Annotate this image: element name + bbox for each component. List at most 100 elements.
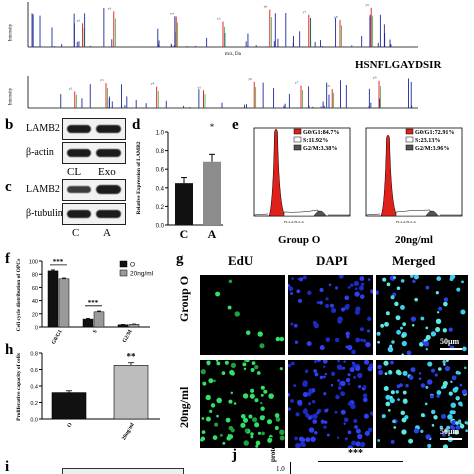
nucleus xyxy=(288,407,292,411)
nucleus xyxy=(367,427,373,433)
micro-edu-group-o xyxy=(200,275,285,355)
legend-label-g2m: G2/M:3.96% xyxy=(415,145,450,152)
nucleus xyxy=(330,371,336,376)
nucleus xyxy=(392,419,396,424)
nucleus xyxy=(425,434,431,440)
nucleus xyxy=(464,366,467,370)
nucleus xyxy=(385,311,390,316)
micro-dapi-20ng xyxy=(288,360,373,448)
nucleus xyxy=(312,413,318,419)
nucleus xyxy=(329,303,334,308)
nucleus xyxy=(424,402,428,406)
nucleus xyxy=(250,432,254,436)
micro-merged-group-o xyxy=(376,275,468,355)
nucleus xyxy=(242,417,249,423)
nucleus xyxy=(358,285,364,291)
nucleus xyxy=(442,433,446,437)
nucleus xyxy=(413,275,420,280)
band xyxy=(67,125,91,133)
nucleus xyxy=(312,419,318,424)
nucleus xyxy=(337,360,340,363)
nucleus xyxy=(431,424,435,427)
nucleus xyxy=(449,425,455,430)
nucleus xyxy=(460,309,466,315)
ms-spectrum-top: y2 y3 y4 y5 y6 y7 y8 y9 xyxy=(27,2,418,48)
y-tick-label: 0 xyxy=(35,326,38,332)
nucleus xyxy=(224,360,229,365)
nucleus xyxy=(298,298,303,303)
nucleus xyxy=(402,370,408,376)
band xyxy=(67,210,91,218)
nucleus xyxy=(319,300,323,305)
legend-swatch xyxy=(119,269,128,277)
band xyxy=(67,149,91,157)
nucleus xyxy=(288,363,292,368)
nucleus xyxy=(402,390,407,395)
nucleus xyxy=(456,287,461,292)
nucleus xyxy=(311,400,316,404)
nucleus xyxy=(443,297,449,302)
ms-peak-label: y4 xyxy=(170,11,174,15)
nucleus xyxy=(297,277,300,281)
nucleus xyxy=(439,425,443,429)
nucleus xyxy=(335,286,339,290)
nucleus xyxy=(364,430,370,436)
nucleus xyxy=(367,329,371,333)
ms-peak-label: y8 xyxy=(334,15,338,19)
nucleus xyxy=(345,303,350,309)
western-c-lane2: A xyxy=(103,227,111,239)
x-tick-label: 20ng/ml xyxy=(121,422,136,442)
nucleus xyxy=(288,392,291,397)
nucleus xyxy=(304,369,309,373)
nucleus xyxy=(425,285,430,290)
nucleus xyxy=(442,444,449,448)
nucleus xyxy=(376,331,381,336)
western-c-row1-label: LAMB2 xyxy=(26,184,60,195)
nucleus xyxy=(387,409,391,412)
nucleus xyxy=(347,401,352,406)
nucleus xyxy=(427,443,432,448)
flow-frame xyxy=(253,127,351,217)
bar-20ng/ml xyxy=(113,365,149,420)
nucleus xyxy=(435,327,441,333)
nucleus xyxy=(230,391,234,395)
nucleus xyxy=(354,287,358,290)
nucleus xyxy=(226,435,232,441)
nucleus xyxy=(459,424,465,429)
nucleus xyxy=(442,328,448,333)
chart-f-cell-cycle: 0 20 40 60 80 100 Cell cycle distribution of O… xyxy=(16,258,154,346)
nucleus xyxy=(319,375,324,380)
nucleus xyxy=(314,431,318,435)
nucleus xyxy=(377,364,382,370)
western-b-row2 xyxy=(62,142,126,164)
nucleus xyxy=(326,433,330,437)
nucleus xyxy=(412,279,416,284)
nucleus xyxy=(279,336,285,342)
western-b-row2-label: β-actin xyxy=(26,147,54,158)
nucleus xyxy=(260,385,265,390)
nucleus xyxy=(436,311,440,314)
nucleus xyxy=(305,437,311,443)
nucleus xyxy=(354,291,360,297)
nucleus xyxy=(216,397,222,404)
x-tick-label: S xyxy=(92,329,99,335)
flow-frame xyxy=(365,127,463,217)
nucleus xyxy=(357,433,363,440)
nucleus xyxy=(363,360,370,365)
nucleus xyxy=(363,385,367,389)
nucleus xyxy=(448,391,453,396)
chart-h-proliferation: 0.0 0.2 0.4 0.6 0.8 Proliferative capacity of… xyxy=(16,351,160,442)
nucleus xyxy=(202,381,207,386)
nucleus xyxy=(299,441,306,447)
nucleus xyxy=(306,391,312,397)
nucleus xyxy=(290,292,294,296)
nucleus xyxy=(454,430,459,435)
nucleus xyxy=(261,431,265,436)
nucleus xyxy=(388,369,392,374)
nucleus xyxy=(290,361,295,366)
nucleus xyxy=(256,371,261,375)
s-region xyxy=(283,209,319,217)
nucleus xyxy=(250,367,255,372)
nucleus xyxy=(322,360,328,364)
nucleus xyxy=(336,436,340,439)
